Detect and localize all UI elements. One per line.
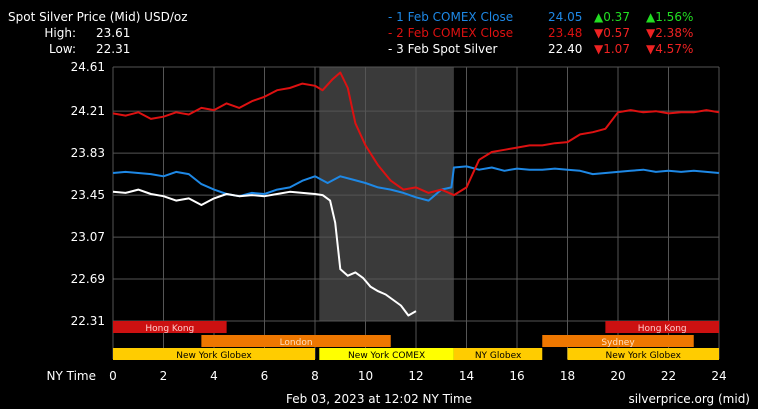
legend-change-2: ▼0.57 — [594, 26, 630, 40]
y-tick-label: 22.69 — [71, 272, 105, 286]
legend-value-2: 23.48 — [548, 26, 582, 40]
comex-hours-highlight — [319, 67, 454, 321]
legend-change-3: ▼1.07 — [594, 42, 630, 56]
high-value: 23.61 — [96, 26, 130, 40]
source-label: silverprice.org (mid) — [628, 392, 750, 406]
session-bar: London — [201, 335, 391, 348]
session-bar-label: New York Globex — [606, 351, 682, 361]
y-tick-label: 24.61 — [71, 60, 105, 74]
session-bar-label: New York COMEX — [348, 351, 425, 361]
legend-pct-2: ▼2.38% — [646, 26, 693, 40]
timestamp-label: Feb 03, 2023 at 12:02 NY Time — [286, 392, 472, 406]
y-tick-label: 24.21 — [71, 104, 105, 118]
session-bar-label: New York Globex — [176, 351, 252, 361]
high-label: High: — [44, 26, 76, 40]
y-tick-label: 23.45 — [71, 188, 105, 202]
x-tick-label: 2 — [160, 369, 168, 383]
session-bar: Sydney — [542, 335, 694, 348]
x-tick-label: 0 — [109, 369, 117, 383]
legend-value-1: 24.05 — [548, 10, 582, 24]
chart-title: Spot Silver Price (Mid) USD/oz — [8, 10, 188, 24]
x-tick-label: 22 — [661, 369, 676, 383]
legend-name-3: - 3 Feb Spot Silver — [388, 42, 498, 56]
x-tick-label: 6 — [261, 369, 269, 383]
x-tick-label: 14 — [459, 369, 474, 383]
session-bar-fill — [605, 321, 719, 333]
session-bar-label: Hong Kong — [638, 324, 687, 334]
session-bar: New York Globex — [567, 348, 719, 361]
x-tick-label: 24 — [711, 369, 726, 383]
x-axis-label: NY Time — [47, 369, 97, 383]
x-tick-label: 18 — [560, 369, 575, 383]
legend-change-1: ▲0.37 — [594, 10, 630, 24]
y-tick-label: 22.31 — [71, 314, 105, 328]
legend: - 1 Feb COMEX Close 24.05 ▲0.37 ▲1.56% -… — [388, 10, 693, 56]
session-bar-fill — [113, 321, 227, 333]
session-bar-label: Sydney — [601, 338, 635, 348]
legend-name-2: - 2 Feb COMEX Close — [388, 26, 513, 40]
low-label: Low: — [49, 42, 76, 56]
y-tick-label: 23.83 — [71, 146, 105, 160]
session-bar: Hong Kong — [605, 321, 719, 334]
legend-pct-1: ▲1.56% — [646, 10, 693, 24]
series-line-3 — [112, 188, 417, 317]
session-bar-fill — [542, 335, 694, 347]
session-bar-label: NY Globex — [475, 351, 522, 361]
x-tick-label: 4 — [210, 369, 218, 383]
session-bar: NY Globex — [453, 348, 543, 361]
session-bar: Hong Kong — [113, 321, 227, 334]
session-bar-fill — [319, 348, 454, 360]
session-bar: New York Globex — [113, 348, 315, 361]
x-tick-label: 16 — [509, 369, 524, 383]
legend-name-1: - 1 Feb COMEX Close — [388, 10, 513, 24]
y-tick-label: 23.07 — [71, 230, 105, 244]
x-tick-label: 8 — [311, 369, 319, 383]
session-bar-fill — [567, 348, 719, 360]
session-bar-fill — [113, 348, 315, 360]
session-bar-fill — [453, 348, 543, 360]
legend-pct-3: ▼4.57% — [646, 42, 693, 56]
series-line-1 — [112, 165, 720, 202]
legend-value-3: 22.40 — [548, 42, 582, 56]
x-tick-label: 10 — [358, 369, 373, 383]
x-tick-label: 20 — [610, 369, 625, 383]
low-value: 22.31 — [96, 42, 130, 56]
session-bar-label: London — [280, 338, 313, 348]
series-line-2 — [112, 71, 720, 197]
session-bar-fill — [201, 335, 391, 347]
x-tick-label: 12 — [408, 369, 423, 383]
session-bar-label: Hong Kong — [145, 324, 194, 334]
session-bar: New York COMEX — [319, 348, 454, 361]
